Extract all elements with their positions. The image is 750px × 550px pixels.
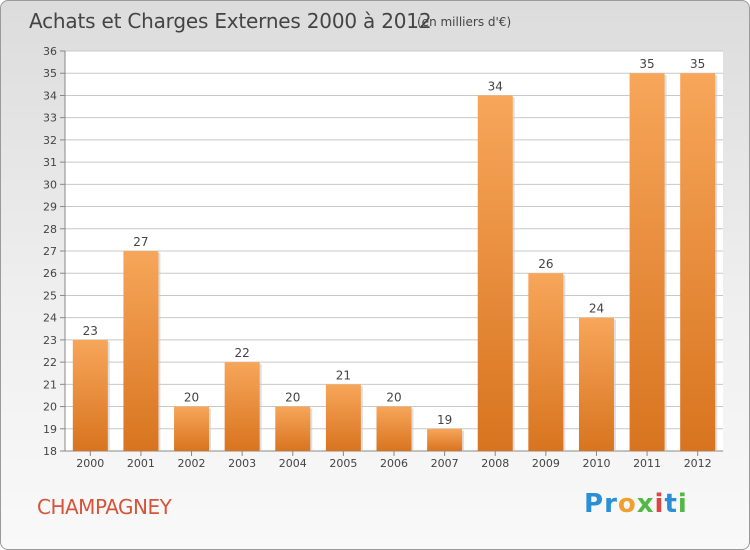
y-tick-label: 25 (43, 289, 57, 302)
data-label: 22 (235, 346, 250, 360)
y-tick-label: 28 (43, 223, 57, 236)
x-tick-label: 2008 (481, 457, 509, 470)
y-tick-label: 20 (43, 401, 57, 414)
logo-letter: i (677, 489, 688, 519)
data-label: 20 (386, 391, 401, 405)
chart-subtitle: (en milliers d'€) (417, 15, 512, 29)
x-tick-label: 2009 (532, 457, 560, 470)
y-tick-label: 21 (43, 378, 57, 391)
bar (376, 406, 412, 451)
y-tick-label: 32 (43, 134, 57, 147)
y-tick-label: 24 (43, 312, 57, 325)
bar (477, 95, 513, 451)
proxiti-logo: Proxiti (584, 489, 688, 519)
commune-name: CHAMPAGNEY (37, 495, 172, 519)
x-tick-label: 2002 (178, 457, 206, 470)
bar (629, 73, 665, 451)
data-label: 23 (83, 324, 98, 338)
x-tick-label: 2003 (228, 457, 256, 470)
bar (72, 339, 108, 451)
y-tick-label: 34 (43, 89, 57, 102)
y-tick-label: 26 (43, 267, 57, 280)
logo-letter: i (654, 489, 665, 519)
bar (578, 317, 614, 451)
logo-letter: t (664, 489, 678, 519)
logo-letter: r (604, 489, 618, 519)
y-tick-label: 33 (43, 112, 57, 125)
y-tick-label: 36 (43, 45, 57, 58)
data-label: 35 (639, 57, 654, 71)
bar (325, 384, 361, 451)
bar (528, 273, 564, 451)
data-label: 19 (437, 413, 452, 427)
x-tick-label: 2011 (633, 457, 661, 470)
x-tick-label: 2000 (76, 457, 104, 470)
x-tick-label: 2012 (684, 457, 712, 470)
y-tick-label: 18 (43, 445, 57, 458)
y-tick-label: 29 (43, 201, 57, 214)
bar (275, 406, 311, 451)
data-label: 35 (690, 57, 705, 71)
data-label: 24 (589, 302, 604, 316)
data-label: 21 (336, 368, 351, 382)
logo-letter: x (636, 489, 655, 519)
x-tick-label: 2006 (380, 457, 408, 470)
y-tick-label: 27 (43, 245, 57, 258)
data-label: 27 (133, 235, 148, 249)
y-tick-label: 31 (43, 156, 57, 169)
bar (123, 251, 159, 451)
logo-letter: P (584, 489, 605, 519)
data-label: 34 (488, 79, 503, 93)
y-tick-label: 19 (43, 423, 57, 436)
chart-title: Achats et Charges Externes 2000 à 2012 (29, 9, 432, 33)
bar (224, 362, 260, 451)
data-label: 20 (285, 391, 300, 405)
x-tick-label: 2004 (279, 457, 307, 470)
bar (427, 428, 463, 451)
y-tick-label: 35 (43, 67, 57, 80)
x-tick-label: 2010 (582, 457, 610, 470)
data-label: 26 (538, 257, 553, 271)
y-tick-label: 30 (43, 178, 57, 191)
data-label: 20 (184, 391, 199, 405)
bar (680, 73, 716, 451)
logo-letter: o (617, 489, 637, 519)
y-tick-label: 23 (43, 334, 57, 347)
x-tick-label: 2001 (127, 457, 155, 470)
bar (174, 406, 210, 451)
x-tick-label: 2007 (431, 457, 459, 470)
y-tick-label: 22 (43, 356, 57, 369)
x-tick-label: 2005 (329, 457, 357, 470)
